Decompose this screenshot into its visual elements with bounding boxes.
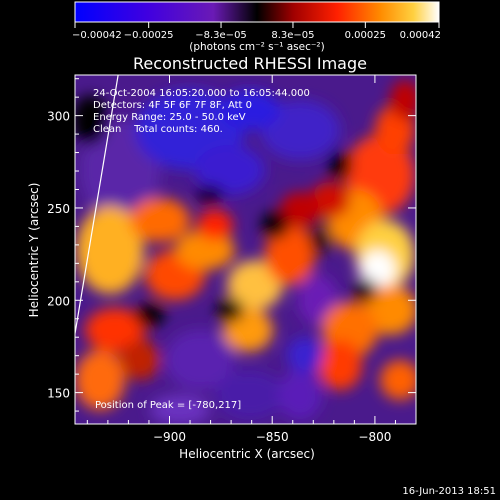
heat-blob [353, 278, 377, 302]
heat-blob [310, 226, 330, 254]
heatmap-field [75, 80, 416, 424]
colorbar-unit-label: (photons cm⁻² s⁻¹ asec⁻²) [189, 41, 324, 53]
heat-blob [328, 151, 352, 179]
y-axis-label: Heliocentric Y (arcsec) [27, 183, 41, 318]
y-tick-label: 300 [47, 110, 70, 124]
annotation-time: 24-Oct-2004 16:05:20.000 to 16:05:44.000 [93, 88, 310, 99]
plot-frame [74, 74, 417, 425]
heat-blob [175, 230, 235, 270]
heat-blob [150, 395, 210, 424]
y-axis-ticks: 150 200 250 300 [47, 78, 416, 412]
y-tick-label: 150 [47, 387, 70, 401]
colorbar-tick-label: 8.3e−05 [271, 30, 314, 41]
annotation-peak: Position of Peak = [-780,217] [95, 400, 241, 411]
heat-blob [195, 145, 265, 195]
heat-blob [135, 303, 165, 327]
heat-blob [280, 192, 320, 228]
y-tick-label: 250 [47, 202, 70, 216]
heat-blob [260, 100, 340, 160]
colorbar-tick-label: −8.3e−05 [195, 30, 247, 41]
annotation-detectors: Detectors: 4F 5F 6F 7F 8F, Att 0 [93, 100, 252, 111]
x-tick-label: −850 [256, 430, 289, 444]
x-tick-label: −800 [358, 430, 391, 444]
heat-blob [165, 330, 235, 390]
heat-blob [318, 340, 362, 390]
heat-blob [380, 360, 416, 400]
heat-blob [310, 182, 350, 218]
heat-blob [196, 185, 224, 205]
x-axis-label: Heliocentric X (arcsec) [179, 447, 315, 461]
annotation-clean: Clean Total counts: 460. [93, 124, 223, 135]
colorbar-tick-label: 0.00042 [400, 30, 441, 41]
limb-line [75, 75, 119, 334]
heat-blob [220, 90, 280, 130]
heat-blob [130, 198, 190, 242]
x-axis-ticks: −900 −850 −800 [86, 75, 417, 444]
colorbar [74, 1, 440, 23]
heat-blob [75, 95, 108, 145]
heat-blob [216, 298, 244, 322]
colorbar-ticks: −0.00042 −0.00025 −8.3e−05 8.3e−05 0.00025 0.… [72, 22, 441, 41]
heat-blob [287, 337, 323, 373]
heat-blob [390, 80, 416, 120]
colorbar-tick-label: −0.00025 [124, 30, 174, 41]
y-tick-label: 200 [47, 294, 70, 308]
x-tick-label: −900 [153, 430, 186, 444]
heat-blob [298, 275, 338, 325]
heat-blob [278, 370, 322, 420]
heat-blob [215, 370, 285, 420]
heat-blob [85, 308, 145, 352]
heat-blob [197, 210, 233, 240]
chart-title: Reconstructed RHESSI Image [133, 54, 367, 73]
heat-blob [227, 260, 283, 310]
annotation-energy: Energy Range: 25.0 - 50.0 keV [93, 112, 246, 123]
heat-blob [75, 350, 125, 410]
footer-timestamp: 16-Jun-2013 18:51 [402, 486, 496, 497]
heat-blob [265, 225, 315, 285]
colorbar-tick-label: −0.00042 [72, 30, 122, 41]
heat-blob [261, 211, 289, 239]
colorbar-tick-label: 0.00025 [345, 30, 386, 41]
heat-blob [120, 340, 160, 380]
